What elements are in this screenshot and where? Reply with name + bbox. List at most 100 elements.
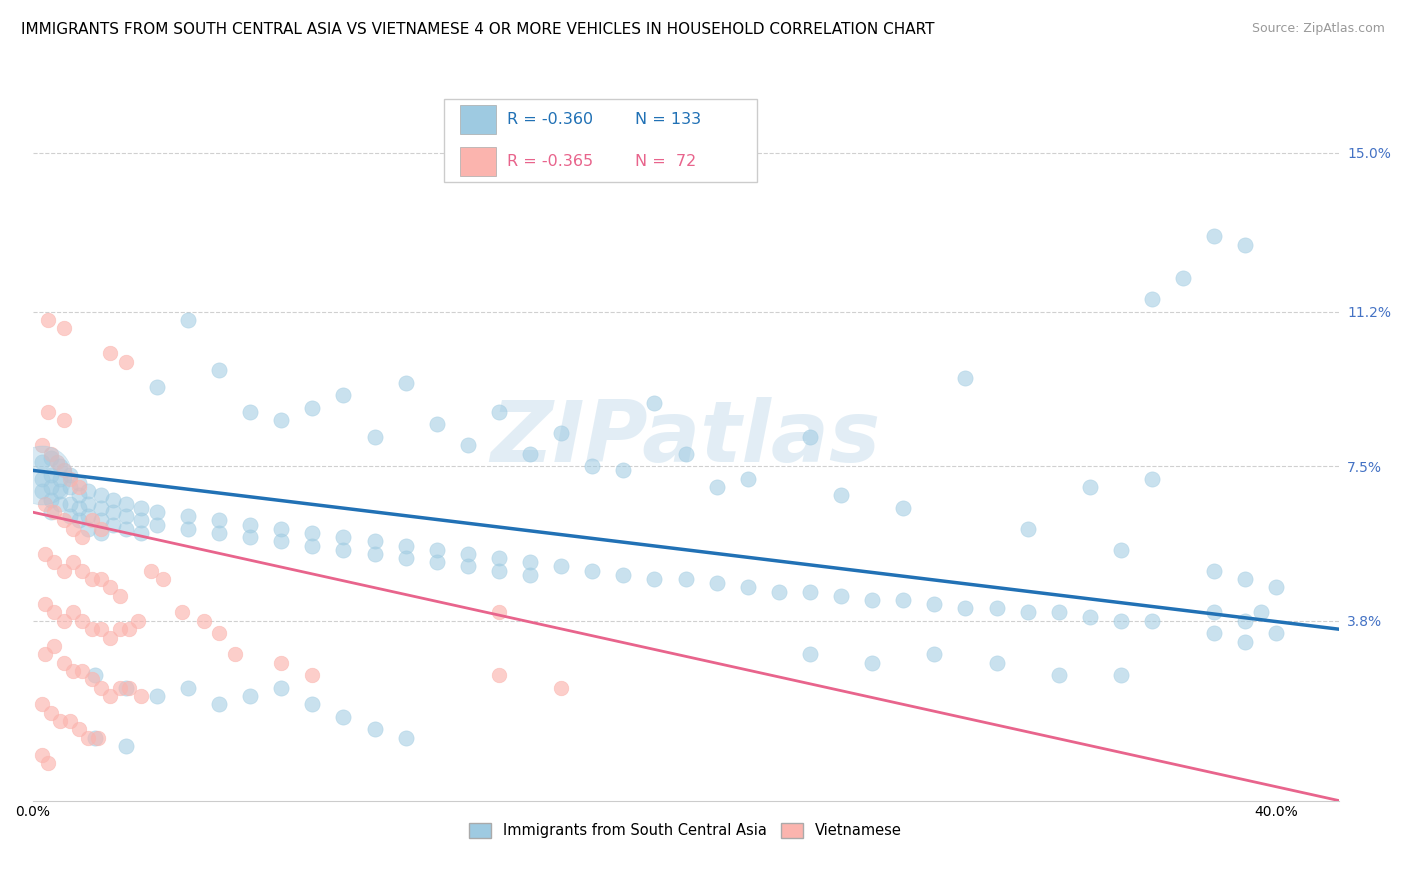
Point [891, 500, 914, 515]
Point [34, 497, 56, 511]
Point [44, 639, 66, 653]
Point [90, 572, 112, 586]
Point [1265, 580, 1288, 594]
Point [77, 509, 100, 524]
Point [830, 589, 852, 603]
Point [332, 542, 354, 557]
Point [62, 606, 84, 620]
Point [239, 689, 262, 703]
Point [1250, 606, 1272, 620]
Point [1047, 606, 1070, 620]
Point [270, 534, 292, 549]
Point [830, 488, 852, 502]
Point [31, 467, 53, 482]
Point [52, 463, 75, 477]
Point [37, 313, 59, 327]
Point [146, 505, 169, 519]
Point [706, 576, 728, 591]
Point [34, 647, 56, 661]
Point [98, 689, 121, 703]
Point [177, 522, 200, 536]
Point [270, 413, 292, 427]
Point [103, 492, 125, 507]
Text: R = -0.360: R = -0.360 [506, 112, 593, 128]
Point [332, 710, 354, 724]
Point [67, 514, 90, 528]
Point [177, 509, 200, 524]
Point [67, 488, 90, 502]
Text: R = -0.365: R = -0.365 [506, 154, 593, 169]
Point [193, 614, 215, 628]
Point [239, 405, 262, 419]
Point [77, 731, 100, 745]
Point [550, 425, 572, 440]
Point [59, 467, 82, 482]
Point [1017, 522, 1039, 536]
Point [31, 484, 53, 499]
Point [131, 500, 153, 515]
Point [457, 559, 479, 574]
Point [39, 480, 62, 494]
Point [363, 547, 385, 561]
Point [90, 514, 112, 528]
Point [52, 656, 75, 670]
Point [1047, 668, 1070, 682]
Point [49, 497, 72, 511]
Point [44, 606, 66, 620]
Point [706, 480, 728, 494]
Point [488, 551, 510, 566]
Legend: Immigrants from South Central Asia, Vietnamese: Immigrants from South Central Asia, Viet… [464, 817, 908, 844]
Point [799, 584, 821, 599]
Point [519, 555, 541, 569]
Point [612, 463, 634, 477]
Point [108, 589, 131, 603]
Point [146, 380, 169, 394]
Point [1109, 542, 1132, 557]
Point [1140, 472, 1163, 486]
Point [488, 405, 510, 419]
Point [31, 472, 53, 486]
Point [488, 564, 510, 578]
Point [52, 321, 75, 335]
Point [799, 647, 821, 661]
Point [395, 551, 418, 566]
Point [955, 371, 977, 385]
Point [80, 622, 103, 636]
Point [67, 500, 90, 515]
Point [39, 467, 62, 482]
Point [1109, 668, 1132, 682]
Point [39, 447, 62, 461]
Point [208, 626, 231, 640]
Point [395, 731, 418, 745]
Text: ZIPatlas: ZIPatlas [491, 398, 880, 481]
Point [39, 450, 62, 465]
Point [675, 572, 697, 586]
Point [737, 472, 759, 486]
Point [98, 631, 121, 645]
Point [49, 484, 72, 499]
Point [270, 681, 292, 695]
Point [146, 689, 169, 703]
Point [395, 376, 418, 390]
Point [90, 681, 112, 695]
Point [59, 509, 82, 524]
Point [301, 668, 323, 682]
Point [67, 475, 90, 490]
Point [59, 480, 82, 494]
Point [301, 539, 323, 553]
Point [737, 580, 759, 594]
Point [208, 363, 231, 377]
Point [114, 497, 136, 511]
Point [488, 606, 510, 620]
Point [118, 681, 141, 695]
Point [108, 681, 131, 695]
Point [891, 593, 914, 607]
Point [986, 656, 1008, 670]
Point [114, 509, 136, 524]
Point [139, 564, 162, 578]
Point [643, 572, 665, 586]
Point [67, 723, 90, 737]
Point [114, 354, 136, 368]
Point [62, 555, 84, 569]
Text: N =  72: N = 72 [634, 154, 696, 169]
